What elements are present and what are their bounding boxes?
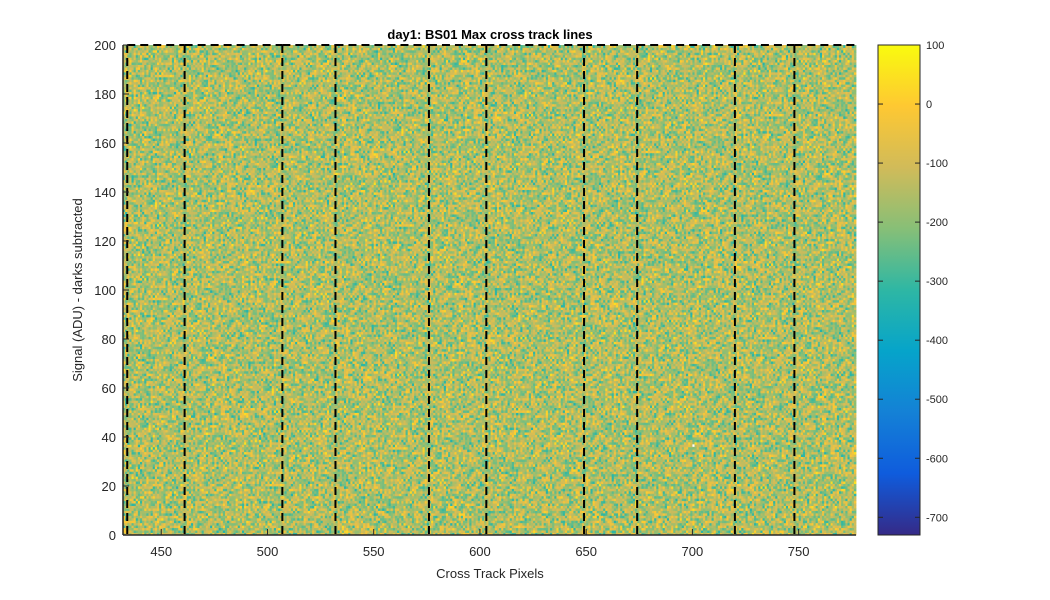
heatmap-cell [854,523,857,526]
heatmap-cells [123,45,856,535]
heatmap-cell [854,530,857,533]
plot-area: 450 500 550 600 650 700 750 020406080100120140… [94,38,856,559]
heatmap-cell [854,525,857,528]
heatmap-cell [854,520,857,523]
heatmap-cell [854,528,857,531]
chart-title: day1: BS01 Max cross track lines [387,27,592,42]
